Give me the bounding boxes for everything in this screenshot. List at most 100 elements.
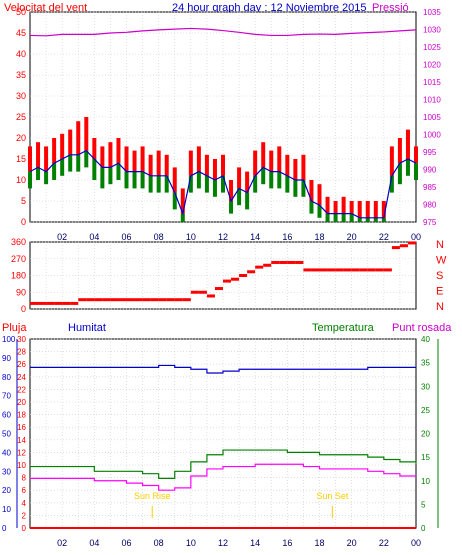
temperature-axis-tick: 20 [421,430,430,439]
rain-axis-tick: 2 [22,511,27,520]
rain-axis-tick: 30 [17,335,26,344]
pressure-axis-tick: 1015 [423,78,441,87]
x-tick-label: 08 [154,538,164,548]
humidity-axis-tick: 10 [2,505,11,514]
rain-label: Pluja [2,322,27,334]
rain-axis-tick: 22 [17,385,26,394]
x-tick-label: 16 [282,538,292,548]
humidity-line [30,364,416,374]
rain-axis-tick: 20 [17,398,26,407]
wind-axis-tick: 5 [21,196,26,206]
rain-axis-tick: 4 [22,499,27,508]
rain-axis-tick: 6 [22,486,27,495]
rain-axis-tick: 14 [17,436,26,445]
sun-event-label: Sun Rise [134,491,171,501]
x-tick-label: 12 [218,538,228,548]
x-tick-label: 14 [250,232,260,242]
x-tick-label: 18 [314,538,324,548]
wind-axis-tick: 25 [16,112,26,122]
rain-axis-tick: 8 [22,474,27,483]
wind-axis-tick: 10 [16,175,26,185]
x-tick-label: 02 [57,232,67,242]
pressure-axis-tick: 1020 [423,61,441,70]
direction-axis-tick: 0 [21,304,26,314]
humidity-axis-tick: 90 [2,354,11,363]
pressure-axis-tick: 995 [423,148,437,157]
x-tick-label: 04 [89,232,99,242]
wind-speed-label: Velocitat del vent [4,2,87,14]
x-tick-label: 00 [411,538,421,548]
rain-axis-tick: 12 [17,448,26,457]
humidity-axis-tick: 50 [2,430,11,439]
direction-axis-tick: 90 [16,287,26,297]
compass-label: N [436,239,444,251]
rain-axis-tick: 28 [17,348,26,357]
temperature-axis-tick: 0 [421,524,426,533]
pressure-axis-tick: 985 [423,183,437,192]
x-tick-label: 04 [89,538,99,548]
direction-axis-tick: 360 [11,237,26,247]
x-tick-label: 20 [347,232,357,242]
temperature-axis-tick: 40 [421,335,430,344]
humidity-axis-tick: 100 [2,335,16,344]
temperature-axis-tick: 10 [421,477,430,486]
wind-axis-tick: 40 [16,49,26,59]
wind-axis-tick: 0 [21,217,26,227]
humidity-axis-tick: 60 [2,411,11,420]
direction-axis-tick: 270 [11,254,26,264]
compass-label: N [436,301,444,313]
x-tick-label: 08 [154,232,164,242]
rain-axis-tick: 24 [17,373,26,382]
sun-event-label: Sun Set [316,491,349,501]
humidity-axis-tick: 80 [2,373,11,382]
wind-axis-tick: 30 [16,91,26,101]
x-tick-label: 20 [347,538,357,548]
wind-average-line [29,149,417,219]
pressure-axis-tick: 1025 [423,43,441,52]
rain-axis-tick: 0 [22,524,27,533]
compass-label: W [436,255,447,267]
x-tick-label: 02 [57,538,67,548]
wind-axis-tick: 15 [16,154,26,164]
humidity-axis-tick: 40 [2,448,11,457]
wind-axis-tick: 20 [16,133,26,143]
pressure-axis-tick: 975 [423,218,437,227]
x-tick-label: 06 [121,538,131,548]
x-tick-label: 14 [250,538,260,548]
pressure-axis-tick: 1010 [423,96,441,105]
pressure-line [29,27,417,37]
x-tick-label: 00 [411,232,421,242]
x-tick-label: 16 [282,232,292,242]
temperature-axis-tick: 25 [421,406,430,415]
direction-axis-tick: 180 [11,271,26,281]
pressure-axis-tick: 990 [423,166,437,175]
rain-axis-tick: 10 [17,461,26,470]
x-tick-label: 12 [218,232,228,242]
pressure-axis-tick: 1030 [423,26,441,35]
x-tick-label: 06 [121,232,131,242]
pressure-axis-tick: 1005 [423,113,441,122]
x-tick-label: 10 [186,538,196,548]
temperature-axis-tick: 30 [421,382,430,391]
rain-axis-tick: 26 [17,360,26,369]
x-tick-label: 22 [379,538,389,548]
pressure-label: Pressió [372,2,409,14]
x-tick-label: 18 [314,232,324,242]
dewpoint-line [30,463,416,491]
rain-axis-tick: 16 [17,423,26,432]
x-tick-label: 22 [379,232,389,242]
pressure-axis-tick: 980 [423,201,437,210]
pressure-axis-tick: 1000 [423,131,441,140]
pressure-axis-tick: 1035 [423,8,441,17]
humidity-label: Humitat [68,322,106,334]
compass-label: E [436,286,443,298]
chart-title: 24 hour graph day : 12 Noviembre 2015 [172,2,366,14]
temperature-label: Temperatura [312,322,375,334]
rain-axis-tick: 18 [17,411,26,420]
humidity-axis-tick: 20 [2,486,11,495]
temperature-panel-frame [29,338,417,529]
humidity-axis-tick: 0 [2,524,7,533]
temperature-axis-tick: 35 [421,359,430,368]
wind-axis-tick: 50 [16,7,26,17]
